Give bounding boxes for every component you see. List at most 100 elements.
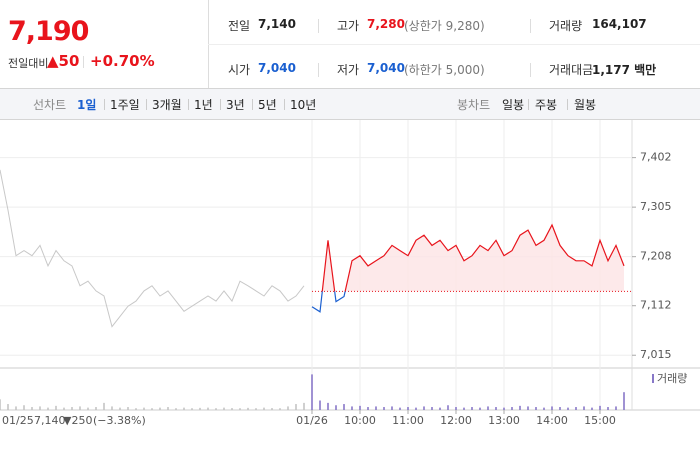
- separator: [318, 19, 319, 33]
- volume-bar: [239, 408, 241, 410]
- period-tab[interactable]: 3년: [226, 98, 245, 112]
- period-tab[interactable]: 10년: [290, 98, 317, 112]
- separator: [528, 99, 529, 110]
- x-tick-label: 10:00: [344, 414, 376, 427]
- separator: [318, 63, 319, 77]
- stat-label: 저가: [337, 63, 360, 77]
- volume-bar: [487, 406, 489, 410]
- volume-bar: [231, 408, 233, 410]
- legend-date: 01/25: [2, 414, 34, 427]
- x-tick-label: 15:00: [584, 414, 616, 427]
- tab-bar: [0, 88, 700, 120]
- volume-bar: [327, 402, 329, 410]
- volume-bar: [367, 407, 369, 410]
- period-tab[interactable]: 1일: [77, 98, 97, 112]
- candle-tab[interactable]: 월봉: [574, 98, 597, 112]
- volume-bar: [255, 408, 257, 410]
- divider: [208, 44, 700, 45]
- volume-bar: [319, 400, 321, 410]
- stat-value: 164,107: [592, 17, 647, 31]
- change-rate: +0.70%: [90, 52, 155, 70]
- volume-bar: [431, 407, 433, 410]
- period-tab[interactable]: 1주일: [110, 98, 140, 112]
- stat-value: 7,280: [367, 17, 405, 31]
- volume-bar: [511, 407, 513, 410]
- volume-bar: [335, 405, 337, 410]
- x-tick-label: 11:00: [392, 414, 424, 427]
- period-tab[interactable]: 3개월: [152, 98, 182, 112]
- legend-change: ▼250: [63, 414, 92, 427]
- volume-bar: [135, 408, 137, 410]
- volume-bar: [199, 407, 201, 410]
- volume-bar: [471, 407, 473, 410]
- separator: [567, 99, 568, 110]
- volume-bar: [279, 408, 281, 410]
- volume-bar: [183, 407, 185, 410]
- volume-bar: [159, 407, 161, 410]
- volume-bar: [271, 408, 273, 410]
- y-tick-label: 7,015: [640, 348, 672, 361]
- volume-bar: [303, 402, 305, 410]
- stat-note: (상한가 9,280): [404, 19, 485, 33]
- volume-bar: [551, 406, 553, 410]
- volume-bar: [391, 406, 393, 410]
- volume-bar: [247, 407, 249, 410]
- stat-note: (하한가 5,000): [404, 63, 485, 77]
- volume-bar: [503, 407, 505, 410]
- volume-bar: [623, 392, 625, 410]
- volume-bar: [23, 405, 25, 410]
- volume-bar: [359, 405, 361, 410]
- volume-bar: [39, 406, 41, 410]
- y-tick-label: 7,208: [640, 250, 672, 263]
- candle-tab[interactable]: 일봉: [502, 98, 525, 112]
- separator: [104, 99, 105, 110]
- volume-bar: [167, 407, 169, 410]
- volume-bar: [223, 407, 225, 410]
- separator: [146, 99, 147, 110]
- area: [312, 225, 624, 292]
- volume-bar: [447, 405, 449, 410]
- volume-bar: [599, 405, 601, 410]
- volume-bar: [343, 404, 345, 410]
- legend-swatch: [652, 374, 654, 383]
- separator: [83, 56, 84, 68]
- volume-bar: [207, 407, 209, 410]
- legend-rate: (−3.38%): [93, 414, 146, 427]
- stat-label: 거래량: [549, 19, 583, 33]
- volume-bar: [103, 402, 105, 410]
- volume-bar: [295, 404, 297, 410]
- stat-label: 전일: [228, 19, 251, 33]
- volume-bar: [543, 407, 545, 410]
- x-tick-label: 13:00: [488, 414, 520, 427]
- tab-heading: 선차트: [33, 98, 67, 112]
- volume-bar: [615, 406, 617, 410]
- volume-bar: [127, 407, 129, 410]
- volume-bar: [151, 408, 153, 410]
- volume-bar: [591, 407, 593, 410]
- y-tick-label: 7,112: [640, 299, 672, 312]
- period-tab[interactable]: 1년: [194, 98, 213, 112]
- stat-value: 1,177 백만: [592, 63, 657, 77]
- period-tab[interactable]: 5년: [258, 98, 277, 112]
- stat-value: 7,040: [258, 61, 296, 75]
- candle-tab[interactable]: 주봉: [535, 98, 558, 112]
- volume-bar: [79, 406, 81, 410]
- volume-bar: [567, 407, 569, 410]
- volume-bar: [495, 407, 497, 410]
- volume-bar: [31, 407, 33, 410]
- volume-bar: [415, 407, 417, 410]
- x-tick-label: 12:00: [440, 414, 472, 427]
- chart: 7,402 7,305 7,208 7,112 7,015 01/26 10:00 11:00…: [0, 120, 700, 427]
- volume-bar: [583, 406, 585, 410]
- y-tick-label: 7,305: [640, 200, 672, 213]
- volume-bar: [559, 407, 561, 410]
- stat-label: 시가: [228, 63, 251, 77]
- volume-bar: [383, 407, 385, 410]
- volume-bar: [143, 407, 145, 410]
- volume-bar: [175, 408, 177, 410]
- stat-label: 거래대금: [549, 63, 594, 77]
- stat-value: 7,140: [258, 17, 296, 31]
- change-label: 전일대비: [8, 57, 49, 70]
- volume-bar: [215, 408, 217, 410]
- volume-bar: [407, 407, 409, 410]
